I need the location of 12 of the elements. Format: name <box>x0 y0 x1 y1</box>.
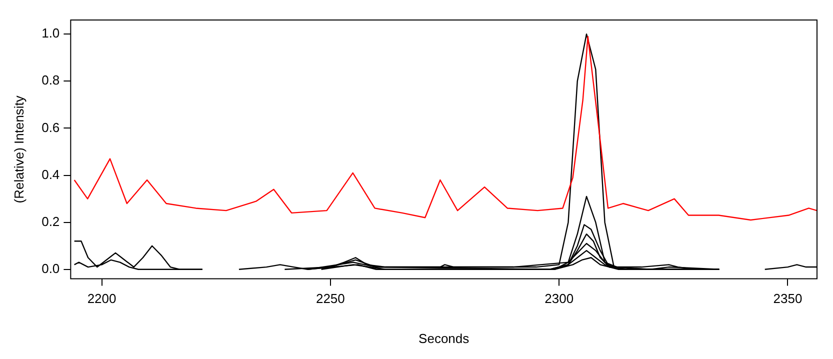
y-tick-label: 0.0 <box>42 260 60 276</box>
x-tick-label: 2200 <box>87 291 116 306</box>
y-tick-label: 0.8 <box>42 72 60 88</box>
x-tick-label: 2250 <box>316 291 345 306</box>
y-tick-label: 0.4 <box>42 166 60 182</box>
x-axis-title: Seconds <box>418 330 470 346</box>
y-tick-label: 1.0 <box>42 26 60 41</box>
y-tick-label: 0.2 <box>42 214 60 229</box>
y-tick-label: 0.6 <box>42 120 60 135</box>
y-axis-title: (Relative) Intensity <box>11 95 26 204</box>
x-tick-label: 2350 <box>773 291 802 306</box>
x-tick-label: 2300 <box>544 291 574 306</box>
